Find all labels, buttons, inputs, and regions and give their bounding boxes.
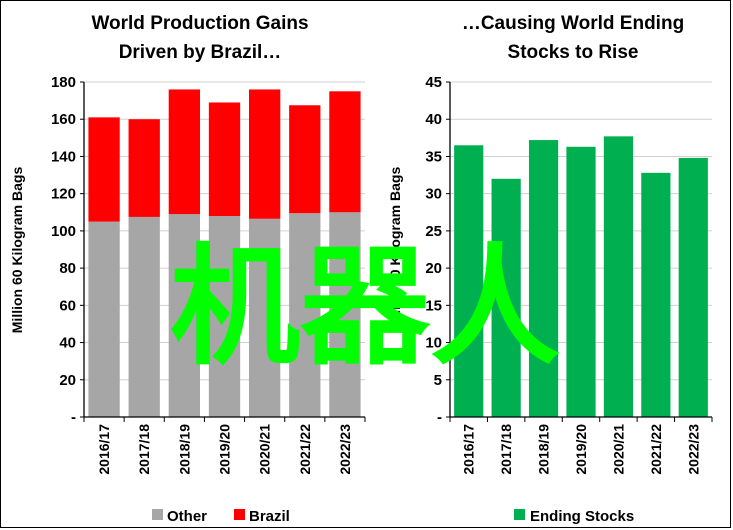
bar-brazil-2022-23 bbox=[329, 91, 361, 213]
x-tick-label: 2018/19 bbox=[176, 424, 192, 475]
bar-brazil-2016-17 bbox=[88, 117, 120, 222]
left-y-axis-label: Million 60 Kilogram Bags bbox=[9, 167, 25, 334]
legend-label-other: Other bbox=[167, 508, 207, 525]
bar-brazil-2017-18 bbox=[128, 119, 160, 217]
left-title-line1: World Production Gains bbox=[91, 13, 308, 34]
x-tick-label: 2021/22 bbox=[297, 424, 313, 475]
y-tick-label: - bbox=[437, 409, 442, 426]
x-tick-label: 2016/17 bbox=[461, 424, 477, 475]
bar-brazil-2020-21 bbox=[248, 89, 281, 219]
y-tick-label: 25 bbox=[425, 223, 442, 240]
y-tick-label: 20 bbox=[59, 372, 76, 389]
bar-ending-stocks-2021-22 bbox=[641, 172, 671, 417]
bar-brazil-2021-22 bbox=[289, 105, 321, 214]
bar-other-2019-20 bbox=[208, 216, 241, 417]
bar-ending-stocks-2018-19 bbox=[528, 140, 559, 418]
legend-swatch-other bbox=[152, 509, 163, 520]
y-tick-label: 40 bbox=[59, 335, 76, 352]
y-tick-label: - bbox=[71, 409, 76, 426]
bar-other-2017-18 bbox=[128, 216, 160, 417]
right-title-line2: Stocks to Rise bbox=[508, 42, 639, 63]
x-tick-label: 2017/18 bbox=[498, 424, 514, 475]
x-tick-label: 2021/22 bbox=[648, 424, 664, 475]
bar-other-2022-23 bbox=[329, 212, 361, 417]
y-tick-label: 5 bbox=[434, 372, 442, 389]
y-tick-label: 60 bbox=[59, 297, 76, 314]
x-tick-label: 2022/23 bbox=[337, 424, 353, 475]
x-tick-label: 2020/21 bbox=[257, 424, 273, 475]
x-tick-label: 2016/17 bbox=[96, 424, 112, 475]
bar-ending-stocks-2019-20 bbox=[566, 146, 596, 417]
bar-ending-stocks-2020-21 bbox=[603, 136, 634, 417]
right-legend: Ending Stocks bbox=[514, 508, 634, 525]
left-chart: - 20 40 60 80 100 120 140 160 180 2016/17 2017/18 20… bbox=[51, 74, 366, 475]
y-tick-label: 100 bbox=[51, 223, 76, 240]
y-tick-label: 10 bbox=[425, 335, 442, 352]
x-tick-label: 2022/23 bbox=[685, 424, 701, 475]
y-tick-label: 40 bbox=[425, 111, 442, 128]
bar-brazil-2018-19 bbox=[168, 89, 201, 215]
y-tick-label: 160 bbox=[51, 111, 76, 128]
bar-other-2018-19 bbox=[168, 214, 201, 417]
legend-label-ending-stocks: Ending Stocks bbox=[530, 508, 634, 525]
y-tick-label: 30 bbox=[425, 186, 442, 203]
x-tick-label: 2019/20 bbox=[217, 424, 233, 475]
left-legend: Other Brazil bbox=[152, 508, 290, 525]
y-tick-label: 180 bbox=[51, 74, 76, 91]
y-tick-label: 45 bbox=[425, 74, 442, 91]
legend-label-brazil: Brazil bbox=[249, 508, 290, 525]
bar-ending-stocks-2017-18 bbox=[491, 178, 521, 417]
y-tick-label: 80 bbox=[59, 260, 76, 277]
bar-other-2016-17 bbox=[88, 221, 120, 417]
bar-other-2021-22 bbox=[289, 213, 321, 417]
x-tick-label: 2020/21 bbox=[610, 424, 626, 475]
x-tick-label: 2018/19 bbox=[536, 424, 552, 475]
y-tick-label: 140 bbox=[51, 148, 76, 165]
left-title-line2: Driven by Brazil… bbox=[119, 42, 282, 63]
y-tick-label: 15 bbox=[425, 297, 442, 314]
watermark-text: 机器人 bbox=[170, 231, 560, 383]
legend-swatch-ending-stocks bbox=[514, 509, 525, 520]
x-tick-label: 2019/20 bbox=[573, 424, 589, 475]
y-tick-label: 120 bbox=[51, 186, 76, 203]
y-tick-label: 35 bbox=[425, 148, 442, 165]
y-tick-label: 20 bbox=[425, 260, 442, 277]
bar-ending-stocks-2016-17 bbox=[454, 145, 484, 417]
right-chart: - 5 10 15 20 25 30 35 40 45 2016/17 2017/18 2018/19 2… bbox=[425, 74, 713, 475]
bar-ending-stocks-2022-23 bbox=[678, 157, 708, 417]
right-title-line1: …Causing World Ending bbox=[462, 13, 684, 34]
bar-other-2020-21 bbox=[248, 218, 281, 417]
x-tick-label: 2017/18 bbox=[136, 424, 152, 475]
legend-swatch-brazil bbox=[234, 509, 245, 520]
right-y-axis-label: Million 60 Kilogram Bags bbox=[387, 167, 403, 334]
bar-brazil-2019-20 bbox=[208, 102, 241, 216]
